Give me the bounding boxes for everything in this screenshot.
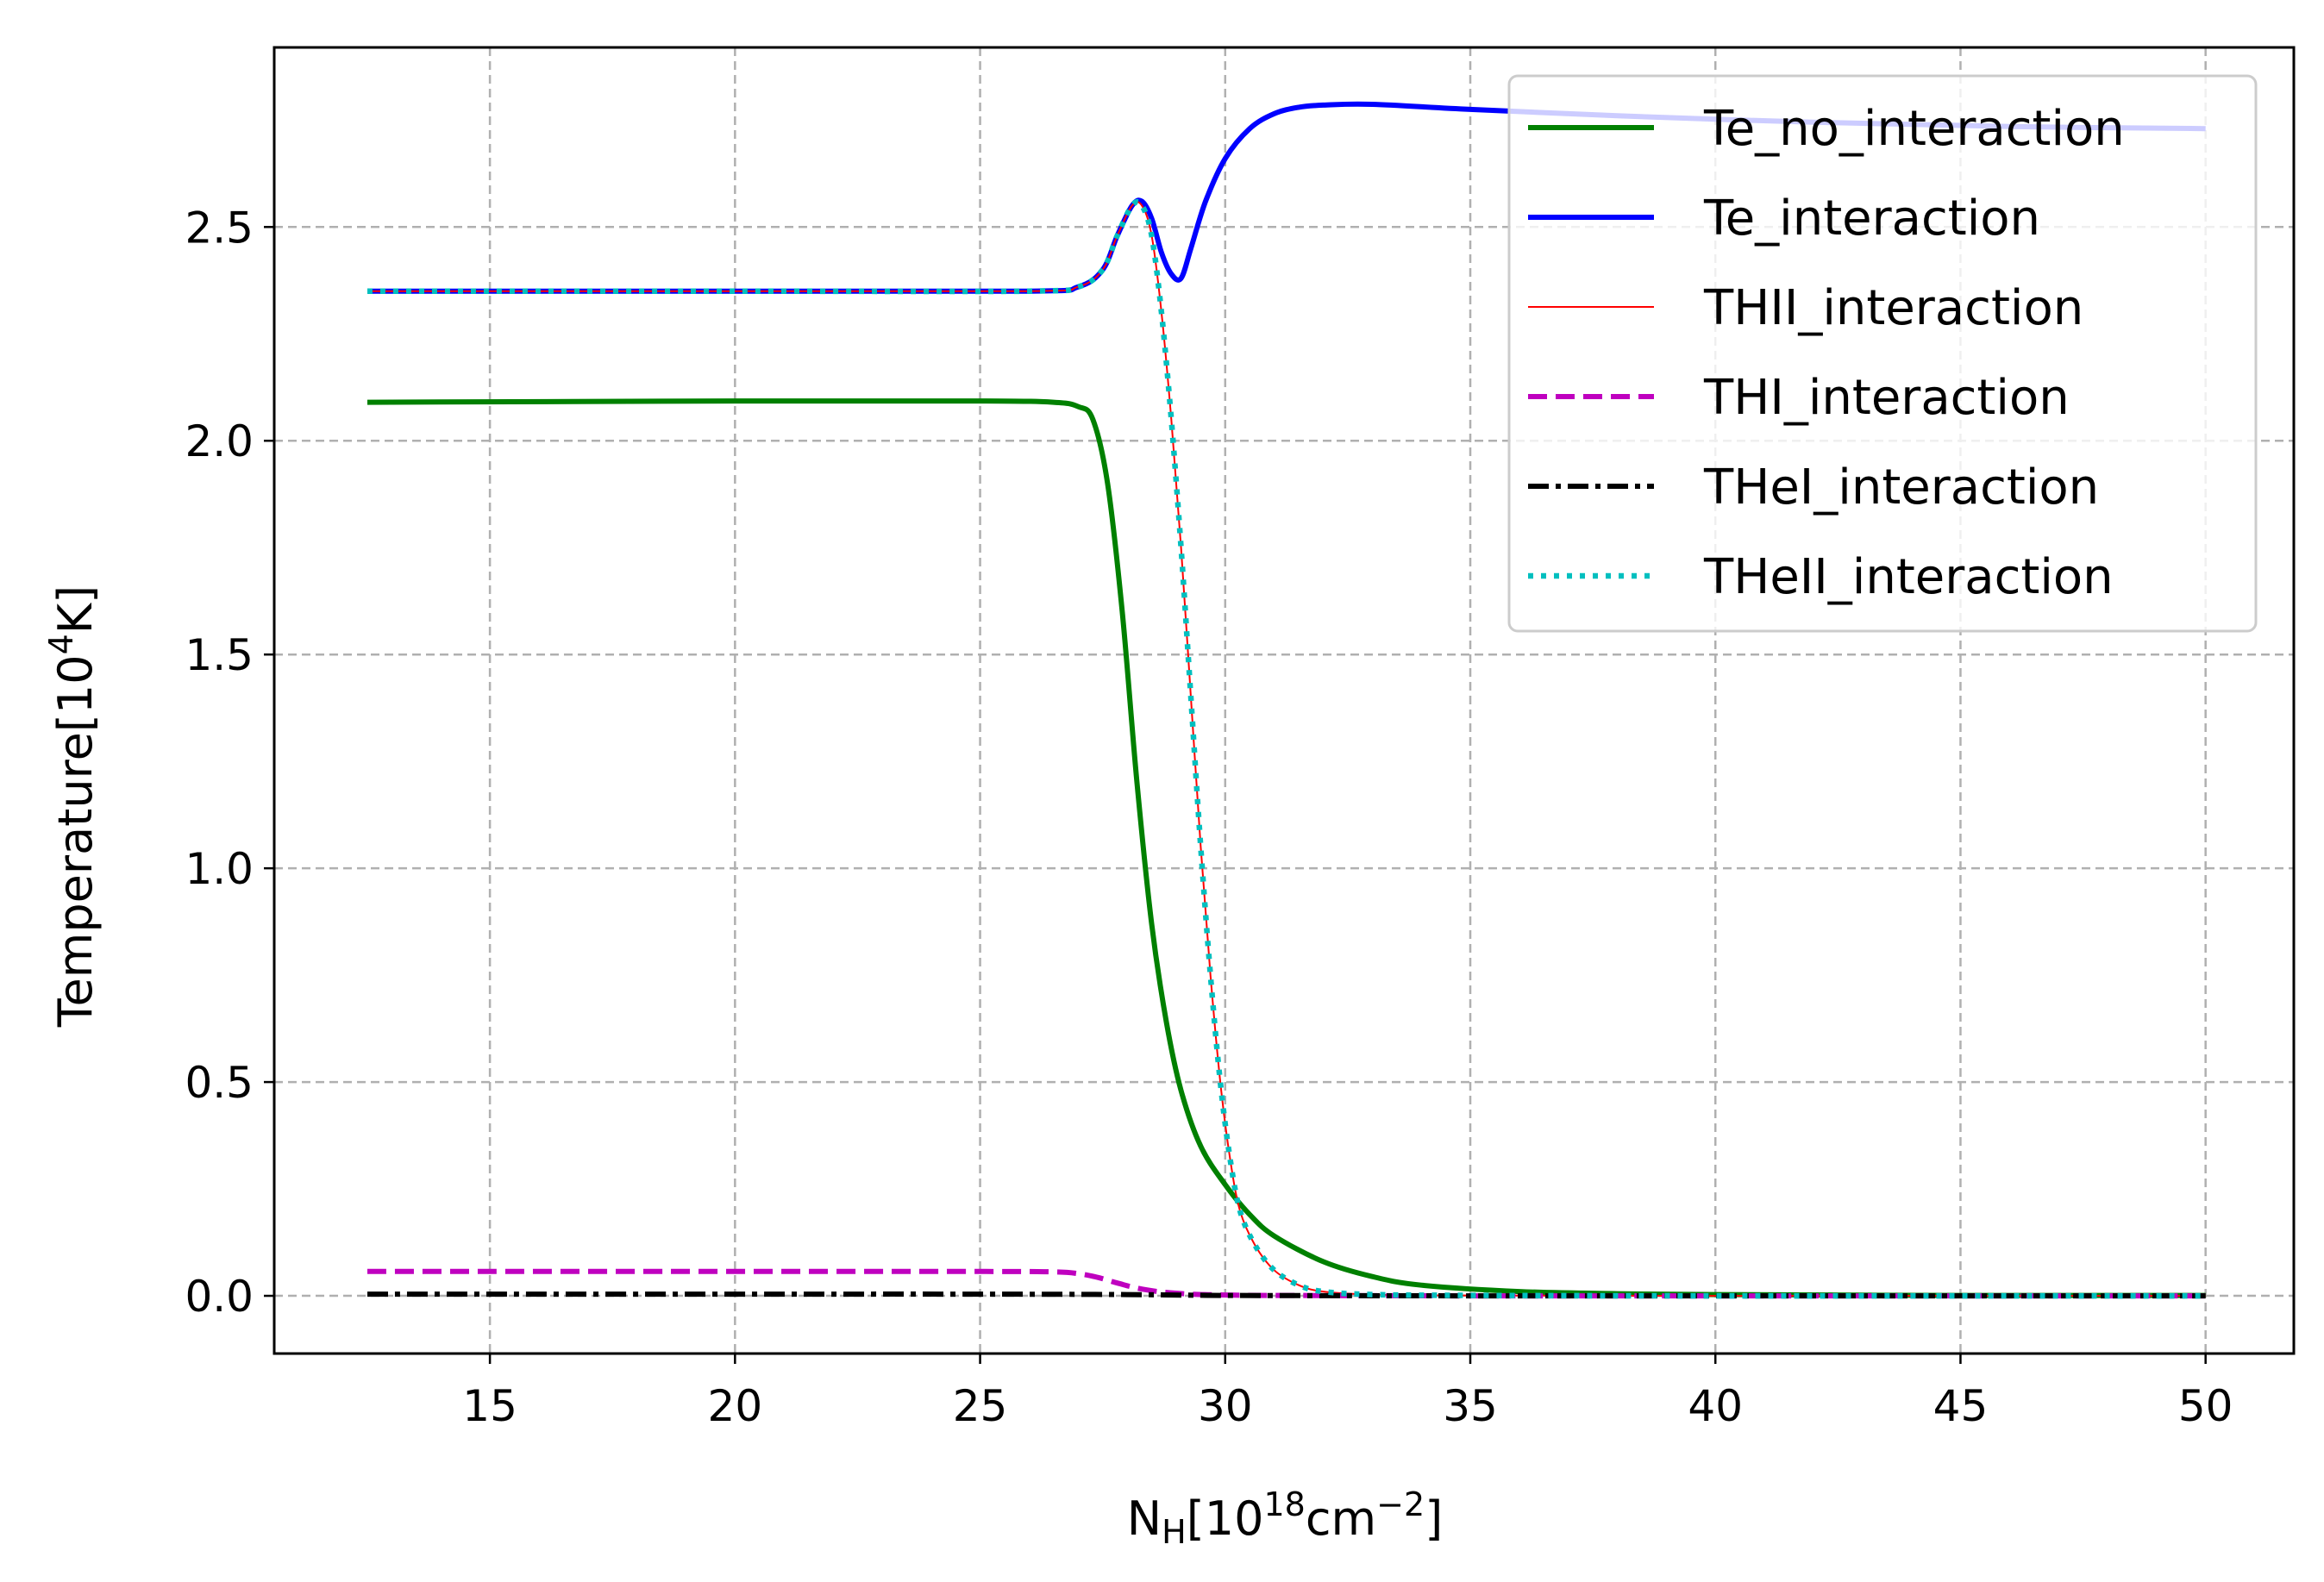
y-axis-label-part: Temperature[10: [48, 654, 103, 1028]
x-axis-label-unit-superscript: −2: [1376, 1485, 1425, 1523]
x-axis-label-close: ]: [1425, 1491, 1443, 1546]
plot-frame: [272, 46, 2296, 1355]
legend-label: THI_interaction: [1703, 370, 2070, 426]
series-line-theii-interaction: [367, 198, 2206, 1299]
x-axis-label-subscript: H: [1162, 1513, 1187, 1551]
x-axis-label-part: [10: [1187, 1491, 1264, 1546]
legend-label: Te_interaction: [1703, 191, 2040, 247]
legend-label: THII_interaction: [1703, 280, 2083, 336]
x-tick-label: 30: [1198, 1381, 1253, 1431]
legend: Te_no_interaction Te_interaction THII_inte…: [1507, 74, 2258, 633]
x-tick-label: 20: [708, 1381, 763, 1431]
x-tick-label: 50: [2178, 1381, 2233, 1431]
y-axis-label-unit: K]: [48, 585, 103, 634]
x-tick-label: 25: [953, 1381, 1008, 1431]
x-axis-label-superscript: 18: [1264, 1485, 1306, 1523]
y-axis-label-superscript: 4: [42, 634, 80, 654]
legend-label: THeII_interaction: [1703, 549, 2114, 605]
x-tick-label: 35: [1443, 1381, 1498, 1431]
y-tick-label: 1.0: [185, 844, 254, 894]
x-tick-label: 40: [1688, 1381, 1743, 1431]
y-axis-label: Temperature[104K]: [42, 585, 103, 1029]
y-tick-label: 2.0: [185, 416, 254, 466]
x-tick-label: 45: [1933, 1381, 1989, 1431]
y-tick-label: 2.5: [185, 203, 254, 253]
axis-ticks: 15 20 25 30 35 40 45 50 0.0 0.5 1.0 1.5 2.0 2.5: [185, 203, 2233, 1431]
legend-label: Te_no_interaction: [1703, 101, 2125, 157]
x-tick-label: 15: [462, 1381, 517, 1431]
legend-label: THeI_interaction: [1703, 460, 2099, 516]
x-axis-label-base: N: [1127, 1491, 1162, 1546]
x-axis-label-unit: cm: [1306, 1491, 1376, 1546]
legend-box: [1507, 74, 2258, 633]
series-lines: [366, 101, 2206, 1299]
y-tick-label: 0.0: [185, 1272, 254, 1322]
x-axis-label: NH[1018cm−2]: [1127, 1485, 1444, 1551]
y-tick-label: 1.5: [185, 630, 254, 680]
y-tick-label: 0.5: [185, 1058, 254, 1108]
